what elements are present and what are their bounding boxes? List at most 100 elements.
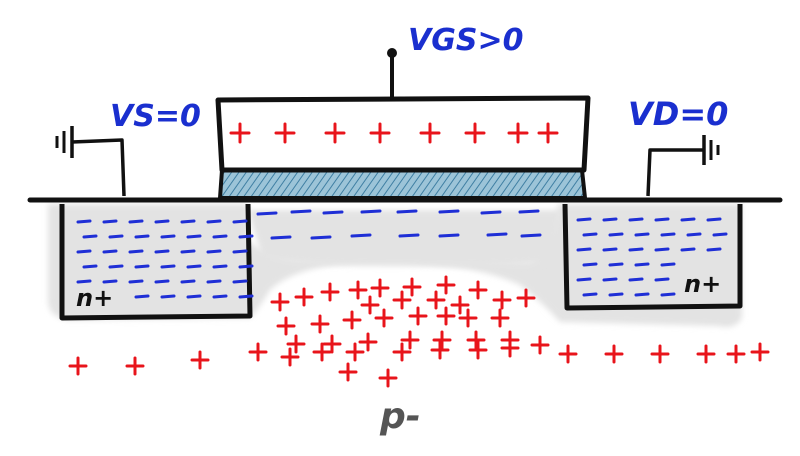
electron (680, 247, 696, 252)
hole (310, 314, 330, 334)
electron (186, 294, 202, 299)
gate-charge (419, 122, 441, 144)
hole (286, 334, 306, 354)
electron (154, 279, 170, 284)
hole (374, 308, 394, 328)
electron (350, 233, 372, 238)
electron (160, 264, 176, 269)
hole (426, 290, 446, 310)
hole (68, 356, 88, 376)
electron (232, 279, 248, 284)
electron (238, 264, 254, 269)
source-electrons (76, 219, 254, 299)
hole (248, 342, 268, 362)
electron (102, 279, 118, 284)
hole (294, 287, 314, 307)
electron (180, 279, 196, 284)
hole (726, 344, 746, 364)
electron (128, 219, 144, 224)
hole (450, 295, 470, 315)
hole (530, 335, 550, 355)
electron (654, 277, 670, 282)
hole (468, 340, 488, 360)
hole (436, 306, 456, 326)
drain-electrons (576, 217, 728, 297)
gate-charge (369, 122, 391, 144)
electron (134, 264, 150, 269)
electron (180, 249, 196, 254)
electron (686, 232, 702, 237)
source-voltage-label: VS=0 (110, 99, 201, 134)
gate-positive-charges (229, 122, 559, 144)
electron (576, 277, 592, 282)
electron (102, 249, 118, 254)
hole (466, 330, 486, 350)
electron (290, 209, 312, 214)
electron (576, 217, 592, 222)
electron (486, 232, 508, 237)
hole (500, 330, 520, 350)
electron (76, 279, 92, 284)
gate-charge (324, 122, 346, 144)
electron (634, 232, 650, 237)
electron (602, 217, 618, 222)
substrate-holes (68, 275, 770, 388)
hole (458, 308, 478, 328)
electron (396, 209, 418, 214)
electron (582, 232, 598, 237)
hole (696, 344, 716, 364)
electron (608, 292, 624, 297)
electron (602, 277, 618, 282)
hole (436, 275, 456, 295)
hole (342, 310, 362, 330)
electron (582, 262, 598, 267)
electron (608, 232, 624, 237)
hole (650, 344, 670, 364)
electron (712, 232, 728, 237)
electron (628, 277, 644, 282)
source-terminal (55, 126, 126, 197)
electron (134, 234, 150, 239)
electron (582, 292, 598, 297)
electron (102, 219, 118, 224)
electron (186, 234, 202, 239)
electron (634, 262, 650, 267)
hole (378, 368, 398, 388)
electron (160, 294, 176, 299)
hole (492, 290, 512, 310)
electron (270, 235, 292, 240)
electron (238, 234, 254, 239)
electron (706, 217, 722, 222)
source-region (59, 203, 253, 321)
electron (256, 211, 278, 216)
electron (602, 247, 618, 252)
gate-charge (464, 122, 486, 144)
electron (654, 217, 670, 222)
electron (212, 234, 228, 239)
electron (398, 233, 420, 238)
electron (206, 219, 222, 224)
hole (312, 342, 332, 362)
hole (358, 332, 378, 352)
hole (490, 308, 510, 328)
hole (558, 344, 578, 364)
hole (392, 290, 412, 310)
ground-symbol-icon (702, 135, 720, 165)
hole (280, 347, 300, 367)
electron (660, 232, 676, 237)
hole (750, 342, 770, 362)
drain-terminal (646, 135, 720, 197)
hole (338, 362, 358, 382)
substrate-label: p- (379, 396, 421, 437)
hole (190, 350, 210, 370)
gate-charge (274, 122, 296, 144)
hole (516, 288, 536, 308)
drain-voltage-label: VD=0 (628, 95, 728, 133)
electron (212, 294, 228, 299)
ground-symbol-icon (55, 126, 74, 158)
electron (480, 210, 502, 215)
hole (345, 342, 365, 362)
electron (154, 249, 170, 254)
hole (276, 316, 296, 336)
hole (400, 330, 420, 350)
